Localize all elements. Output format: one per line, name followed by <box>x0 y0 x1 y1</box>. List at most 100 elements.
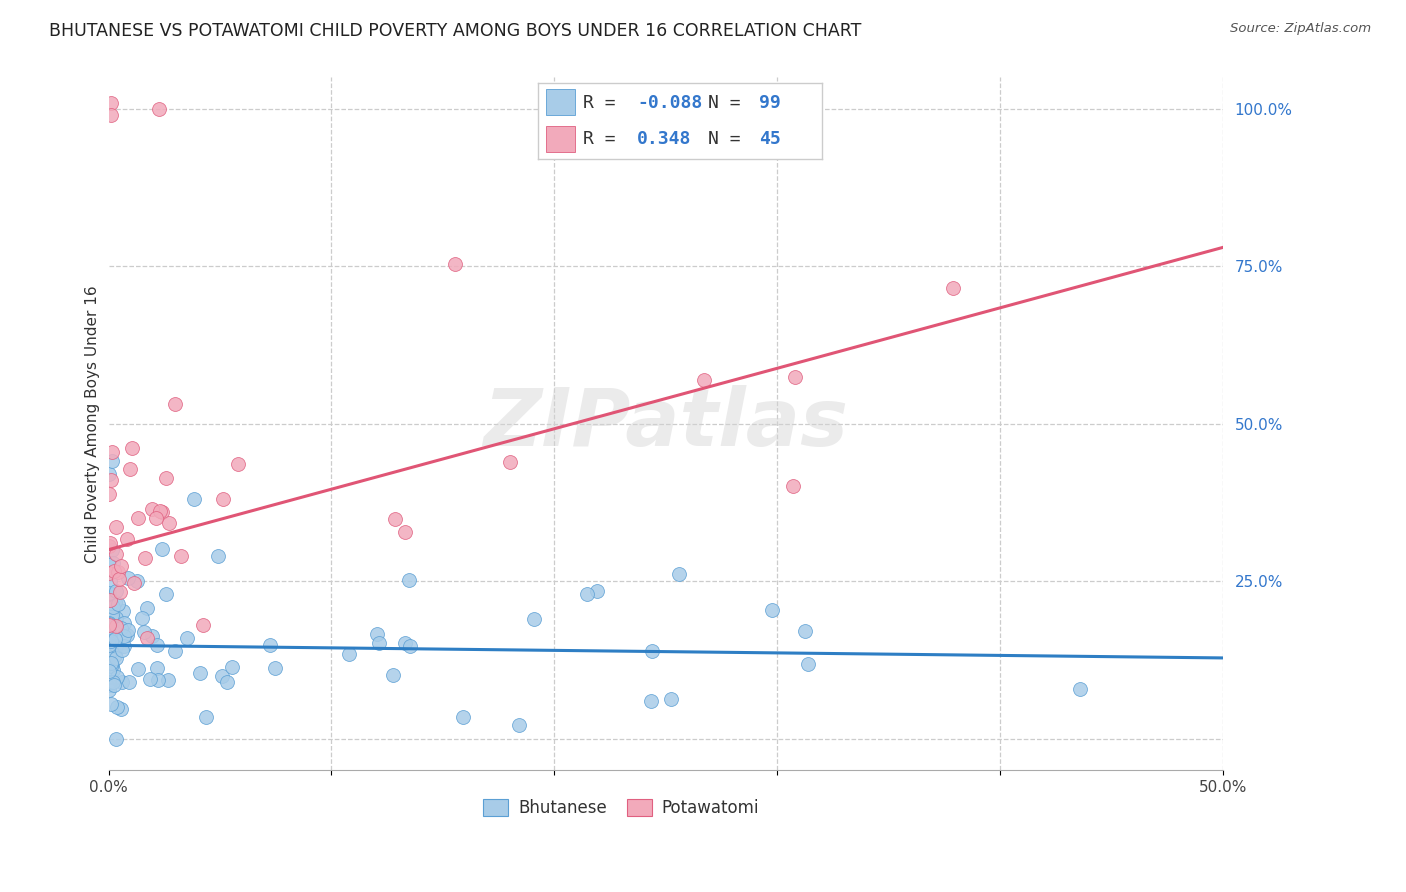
Point <box>117 571 139 585</box>
Point <box>761 603 783 617</box>
Point <box>183 492 205 507</box>
Point <box>100 658 122 673</box>
Point <box>98 620 121 634</box>
Point <box>576 587 599 601</box>
Point <box>188 665 211 680</box>
Point <box>797 657 820 672</box>
Point <box>134 625 156 640</box>
Point <box>366 626 388 640</box>
Point <box>398 574 420 588</box>
Point <box>337 648 360 662</box>
Point <box>451 710 474 724</box>
Point <box>163 644 186 658</box>
Point <box>115 532 138 546</box>
Point <box>176 631 198 645</box>
Point <box>141 629 163 643</box>
Point <box>127 662 149 676</box>
Point <box>100 473 122 487</box>
Point <box>782 479 804 493</box>
Point <box>659 691 682 706</box>
Point <box>98 678 121 692</box>
Point <box>398 639 420 653</box>
Point <box>1069 682 1091 697</box>
Point <box>508 718 530 732</box>
Point <box>105 670 128 684</box>
Point <box>97 664 120 678</box>
Point <box>586 584 609 599</box>
Point <box>228 457 250 471</box>
Point <box>381 668 404 682</box>
Point <box>100 634 122 648</box>
Point <box>145 661 167 675</box>
Point <box>101 599 124 614</box>
Point <box>785 370 807 384</box>
Point <box>499 455 522 469</box>
Point <box>141 501 163 516</box>
Point <box>101 607 124 622</box>
Point <box>101 445 124 459</box>
Point <box>98 487 121 501</box>
Point <box>112 629 135 643</box>
Point <box>264 661 287 675</box>
Point <box>157 673 180 687</box>
Point <box>104 595 127 609</box>
Point <box>193 618 215 632</box>
Point <box>100 656 122 670</box>
Point <box>98 574 121 589</box>
Text: Source: ZipAtlas.com: Source: ZipAtlas.com <box>1230 22 1371 36</box>
Legend: Bhutanese, Potawatomi: Bhutanese, Potawatomi <box>477 792 766 824</box>
Point <box>212 492 235 507</box>
Point <box>100 697 122 711</box>
Point <box>794 624 817 638</box>
Point <box>97 616 120 631</box>
Y-axis label: Child Poverty Among Boys Under 16: Child Poverty Among Boys Under 16 <box>86 285 100 563</box>
Point <box>97 558 120 572</box>
Point <box>97 682 120 697</box>
Point <box>111 604 134 618</box>
Point <box>150 542 173 557</box>
Point <box>107 573 129 587</box>
Point <box>215 675 238 690</box>
Point <box>110 558 132 573</box>
Point <box>98 467 121 481</box>
Point <box>97 638 120 652</box>
Point <box>641 644 664 658</box>
Point <box>97 616 120 631</box>
Point <box>110 702 132 716</box>
Point <box>155 471 177 485</box>
Point <box>98 586 121 600</box>
Point <box>693 373 716 387</box>
Point <box>145 511 167 525</box>
Point <box>98 635 121 649</box>
Point <box>444 257 467 271</box>
Point <box>523 612 546 626</box>
Point <box>146 638 169 652</box>
Point <box>114 615 136 630</box>
Point <box>394 525 416 540</box>
Point <box>155 587 177 601</box>
Point <box>112 640 135 654</box>
Point <box>97 645 120 659</box>
Point <box>98 624 121 639</box>
Point <box>104 640 127 654</box>
Point <box>207 549 229 563</box>
Point <box>668 567 690 582</box>
Point <box>105 732 128 747</box>
Point <box>384 512 406 526</box>
Point <box>98 592 121 607</box>
Point <box>108 584 131 599</box>
Point <box>103 565 125 579</box>
Point <box>111 674 134 689</box>
Point <box>100 596 122 610</box>
Point <box>125 574 148 588</box>
Point <box>148 504 170 518</box>
Point <box>101 675 124 690</box>
Point <box>221 659 243 673</box>
Point <box>107 565 129 579</box>
Point <box>111 643 134 657</box>
Point <box>103 663 125 677</box>
Point <box>100 95 122 110</box>
Point <box>104 632 127 646</box>
Point <box>394 636 416 650</box>
Point <box>148 102 170 116</box>
